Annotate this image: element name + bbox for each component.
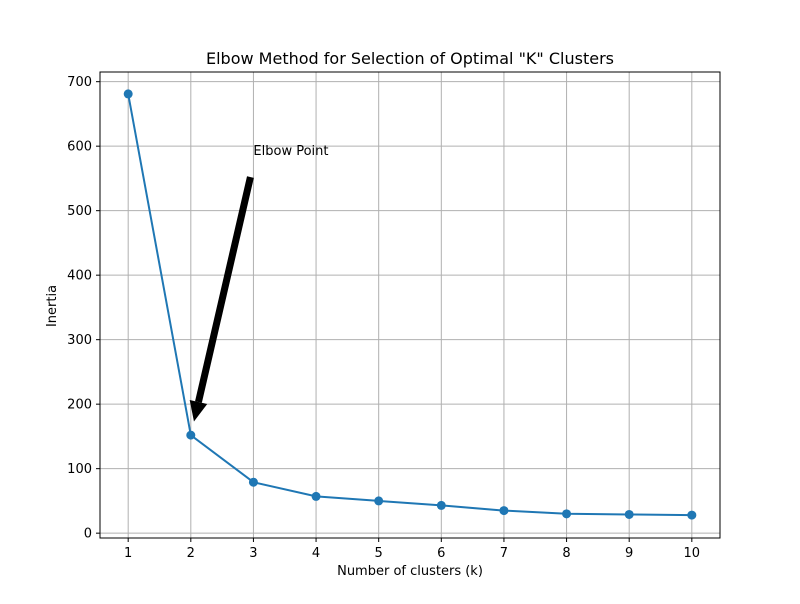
y-tick-label: 200 — [67, 398, 92, 413]
data-point — [123, 89, 133, 99]
annotation-arrow-head — [189, 399, 208, 422]
y-tick-label: 100 — [67, 462, 92, 477]
x-tick-label: 3 — [249, 546, 257, 561]
data-point — [562, 509, 572, 519]
y-tick-label: 400 — [67, 269, 92, 284]
x-tick-label: 8 — [562, 546, 570, 561]
x-tick-label: 1 — [124, 546, 132, 561]
y-axis-label: Inertia — [45, 285, 60, 327]
data-point — [248, 477, 258, 487]
x-tick-label: 10 — [684, 546, 701, 561]
plot-area-frame — [99, 71, 721, 539]
x-tick-label: 2 — [187, 546, 195, 561]
x-tick-label: 4 — [312, 546, 320, 561]
y-tick-label: 600 — [67, 140, 92, 155]
x-tick-label: 6 — [437, 546, 445, 561]
y-tick-label: 700 — [67, 75, 92, 90]
data-point — [374, 496, 384, 506]
data-point — [311, 491, 321, 501]
y-tick-label: 500 — [67, 204, 92, 219]
x-tick-label: 5 — [375, 546, 383, 561]
grid — [100, 72, 720, 538]
data-point — [186, 430, 196, 440]
x-axis-label: Number of clusters (k) — [337, 564, 483, 579]
data-point — [499, 506, 509, 516]
data-point — [436, 500, 446, 510]
annotation-arrow-shaft — [195, 176, 254, 403]
elbow-point-annotation: Elbow Point — [253, 144, 328, 159]
chart-title: Elbow Method for Selection of Optimal "K… — [206, 49, 614, 68]
axis-ticks — [96, 81, 693, 542]
y-tick-label: 300 — [67, 333, 92, 348]
annotation-layer — [189, 176, 254, 422]
data-point — [687, 510, 697, 520]
y-tick-label: 0 — [84, 527, 92, 542]
series-layer — [123, 89, 697, 520]
x-tick-labels: 1 2 3 4 5 6 7 8 9 10 — [124, 546, 700, 561]
x-tick-label: 9 — [625, 546, 633, 561]
data-point — [624, 509, 634, 519]
x-tick-label: 7 — [500, 546, 508, 561]
series-line — [127, 93, 692, 517]
y-tick-labels: 0 100 200 300 400 500 600 700 — [67, 75, 92, 541]
